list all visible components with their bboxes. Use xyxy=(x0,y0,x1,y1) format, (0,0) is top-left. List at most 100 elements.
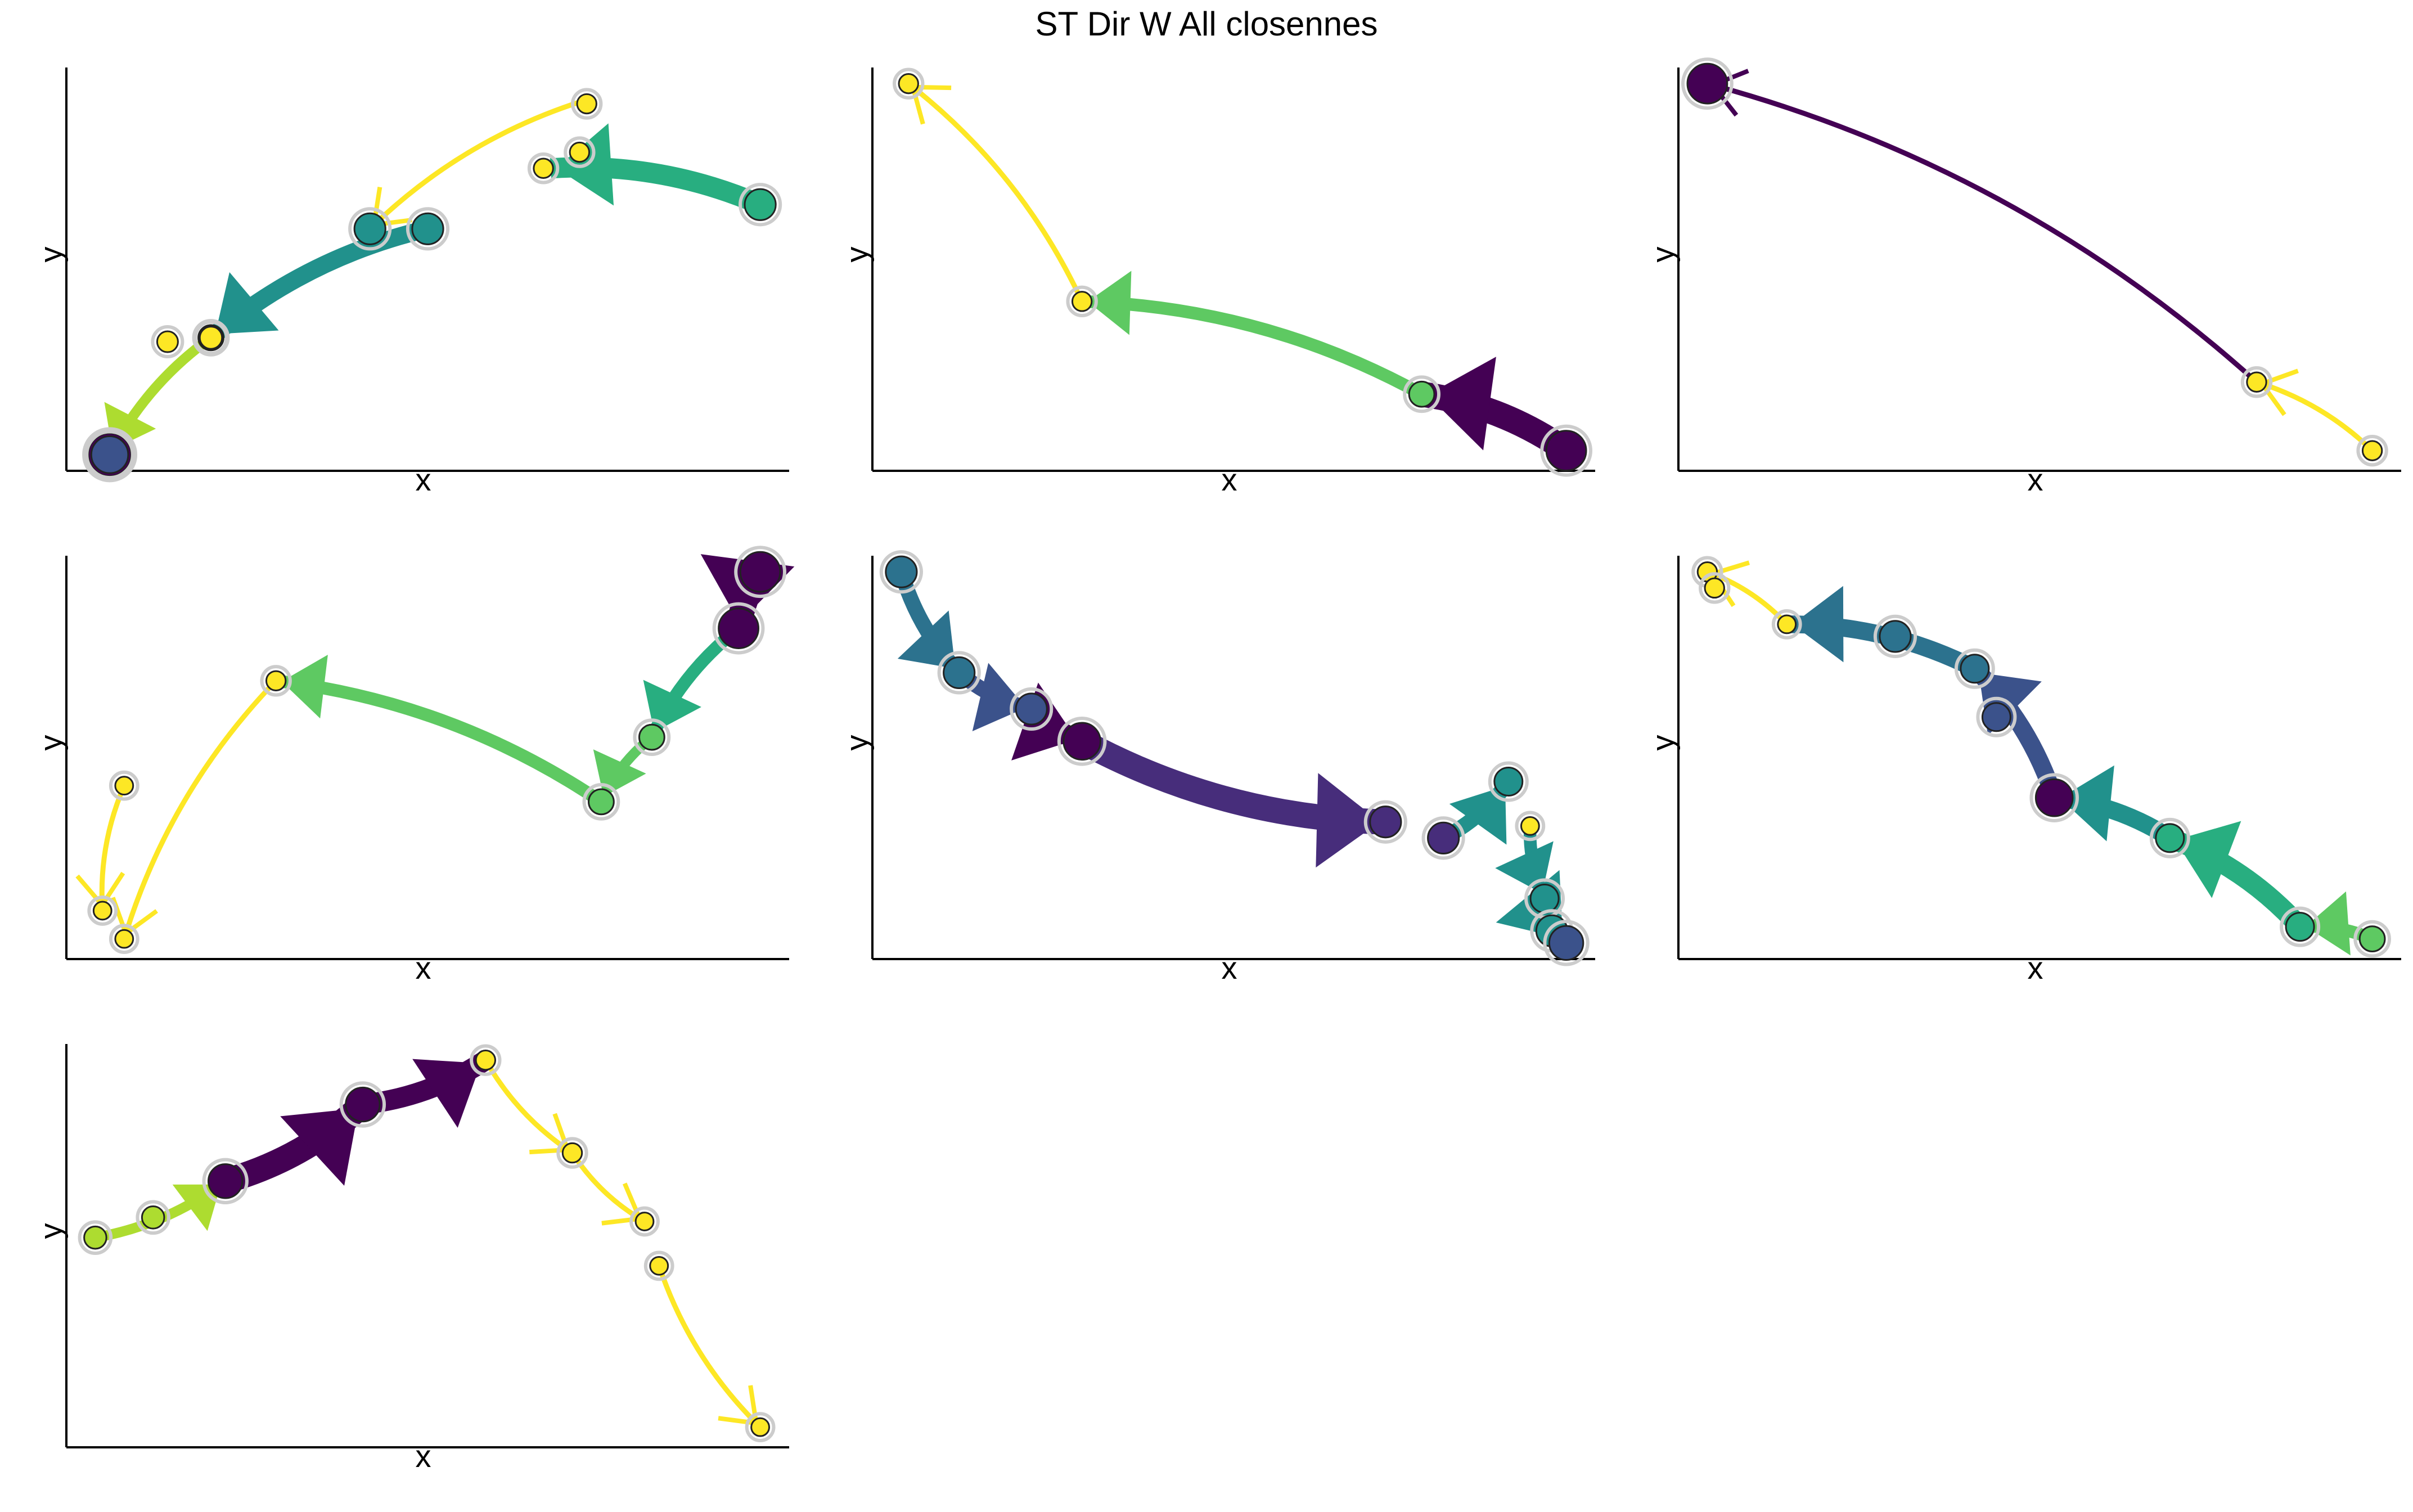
figure-title: ST Dir W All closennes xyxy=(1035,5,1378,43)
x-axis-label: x xyxy=(1221,462,1237,497)
node-halo xyxy=(87,896,118,926)
node-point xyxy=(1063,722,1101,761)
node-halo xyxy=(2029,773,2079,823)
node-halo xyxy=(1010,687,1054,731)
edge-line xyxy=(368,97,588,231)
node-point xyxy=(90,435,129,474)
node-halo xyxy=(745,1412,776,1443)
x-axis-label: x xyxy=(2027,950,2043,986)
node-halo xyxy=(2240,366,2273,398)
y-axis-label: y xyxy=(1645,246,1681,263)
node-point xyxy=(1071,291,1093,312)
node-point xyxy=(1704,577,1725,599)
node-point xyxy=(475,1049,496,1071)
node-halo xyxy=(1057,717,1107,766)
subplot-canvas xyxy=(871,550,1595,966)
node-halo xyxy=(1066,285,1098,318)
edge-line xyxy=(275,674,605,807)
node-point xyxy=(1369,806,1402,839)
node-point xyxy=(2358,925,2386,953)
y-axis-label: y xyxy=(839,246,875,263)
edge-line xyxy=(1706,569,1789,626)
node-point xyxy=(898,73,919,94)
node-point xyxy=(638,723,665,751)
node-halo xyxy=(564,136,596,168)
edge-arrowhead xyxy=(1427,357,1496,451)
edge-arrowhead xyxy=(1449,786,1507,845)
y-axis-label: y xyxy=(33,1223,69,1239)
node-point xyxy=(83,1225,107,1250)
node-halo xyxy=(739,183,782,227)
node-point xyxy=(114,776,134,796)
node-halo xyxy=(136,1200,170,1235)
node-point xyxy=(353,212,386,245)
node-point xyxy=(2285,912,2315,942)
subplot-canvas xyxy=(65,68,789,483)
node-halo xyxy=(151,325,184,359)
node-halo xyxy=(1543,920,1590,966)
node-point xyxy=(739,551,781,593)
node-halo xyxy=(1954,648,1995,689)
subplot-canvas xyxy=(65,546,795,960)
y-axis-label: y xyxy=(839,735,875,751)
node-point xyxy=(1493,767,1524,797)
node-halo xyxy=(193,320,228,356)
edge-arrowhead xyxy=(215,272,279,334)
node-point xyxy=(1777,614,1797,634)
node-halo xyxy=(2356,434,2388,467)
node-halo xyxy=(1699,572,1731,604)
node-point xyxy=(718,608,759,649)
x-axis-label: x xyxy=(415,950,431,986)
node-halo xyxy=(937,651,981,695)
subplot-canvas xyxy=(1677,556,2401,960)
node-halo xyxy=(109,770,139,801)
node-point xyxy=(885,555,918,588)
edge-arrowhead xyxy=(2306,891,2351,956)
node-point xyxy=(561,1142,583,1164)
x-axis-label: x xyxy=(2027,462,2043,497)
y-axis-label: y xyxy=(33,735,69,751)
node-halo xyxy=(470,1044,502,1076)
node-halo xyxy=(556,1137,588,1169)
edge-arrowhead xyxy=(2175,821,2241,898)
node-point xyxy=(2361,440,2383,461)
edge-arrowhead xyxy=(2060,765,2114,842)
node-point xyxy=(634,1212,655,1231)
node-point xyxy=(750,1417,770,1437)
node-halo xyxy=(2280,906,2321,947)
node-point xyxy=(114,929,134,949)
node-point xyxy=(199,326,223,350)
node-point xyxy=(1686,62,1728,105)
node-halo xyxy=(406,207,450,251)
edge-arrowhead xyxy=(280,1108,359,1186)
node-halo xyxy=(1681,57,1734,110)
node-halo xyxy=(1540,424,1592,477)
edge-arrowhead xyxy=(1316,773,1380,868)
node-halo xyxy=(260,665,292,697)
edge-line xyxy=(907,82,1084,303)
node-point xyxy=(1408,380,1435,408)
subplot-canvas xyxy=(65,1044,789,1448)
node-point xyxy=(1529,883,1560,914)
node-point xyxy=(1981,702,2011,732)
node-point xyxy=(1015,692,1048,726)
node-halo xyxy=(1403,375,1440,413)
edge-arrowhead xyxy=(643,680,701,732)
node-halo xyxy=(1976,696,2017,737)
node-halo xyxy=(1515,811,1546,842)
node-halo xyxy=(879,550,923,594)
node-halo xyxy=(629,1206,660,1237)
node-point xyxy=(2246,371,2267,393)
x-axis-label: x xyxy=(415,462,431,497)
node-halo xyxy=(109,924,139,955)
node-point xyxy=(744,188,777,221)
node-point xyxy=(1545,430,1587,472)
node-point xyxy=(1548,925,1584,961)
node-halo xyxy=(893,68,925,100)
node-halo xyxy=(85,430,134,480)
edge-line xyxy=(1082,295,1425,400)
node-halo xyxy=(348,207,392,251)
